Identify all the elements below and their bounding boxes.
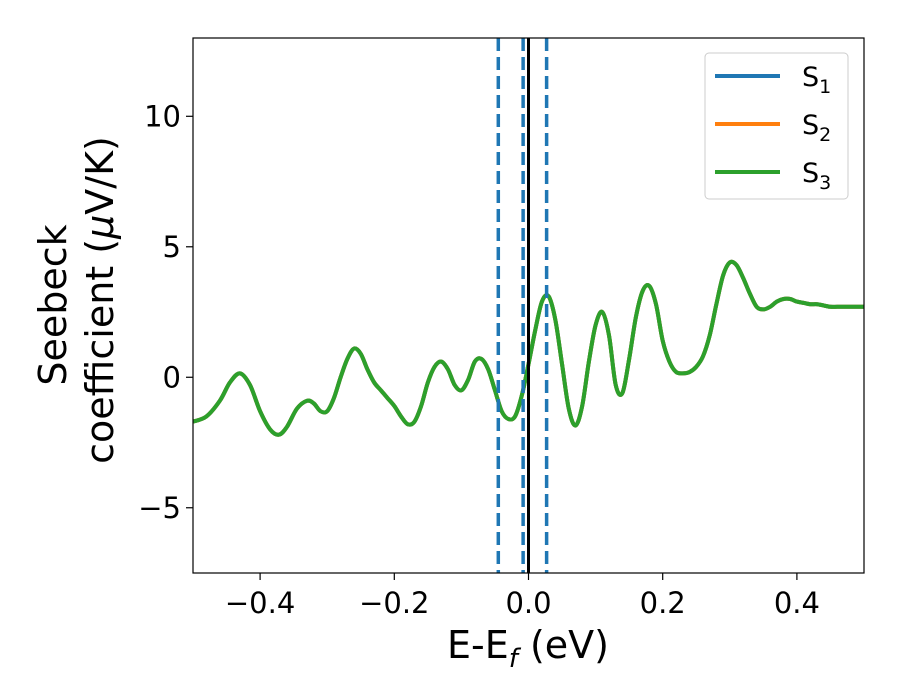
x-axis-label: E-Ef (eV) bbox=[447, 623, 609, 674]
y-axis-label-mu: μ bbox=[78, 215, 122, 240]
y-tick-label: −5 bbox=[138, 491, 181, 525]
legend-label-s1: S1 bbox=[802, 62, 831, 98]
legend: S1 S2 S3 bbox=[704, 52, 849, 200]
y-axis-label-line2-tail: V/K) bbox=[78, 136, 122, 215]
legend-label-s2: S2 bbox=[802, 110, 831, 146]
vline-layer bbox=[496, 38, 549, 573]
y-tick-label: 10 bbox=[144, 99, 181, 133]
y-axis-label-line2: coefficient (μV/K) bbox=[78, 136, 122, 464]
y-tick-label: 5 bbox=[163, 230, 181, 264]
x-tick-label: −0.2 bbox=[359, 586, 429, 620]
y-axis-label-line1: Seebeck bbox=[31, 224, 75, 385]
x-tick-label: −0.4 bbox=[225, 586, 295, 620]
x-tick-label: 0.4 bbox=[774, 586, 820, 620]
series-layer bbox=[193, 259, 864, 437]
tick-layer: −0.4 −0.2 0.0 0.2 0.4 −5 0 5 10 bbox=[138, 99, 820, 620]
series-line-s3 bbox=[193, 259, 864, 437]
y-axis-label-line2-main: coefficient ( bbox=[78, 239, 122, 464]
x-tick-label: 0.2 bbox=[640, 586, 686, 620]
x-axis-label-tail: (eV) bbox=[518, 623, 609, 667]
x-axis-label-main: E-E bbox=[447, 623, 509, 667]
legend-label-s3: S3 bbox=[802, 158, 831, 194]
x-tick-label: 0.0 bbox=[505, 586, 551, 620]
y-tick-label: 0 bbox=[163, 360, 181, 394]
